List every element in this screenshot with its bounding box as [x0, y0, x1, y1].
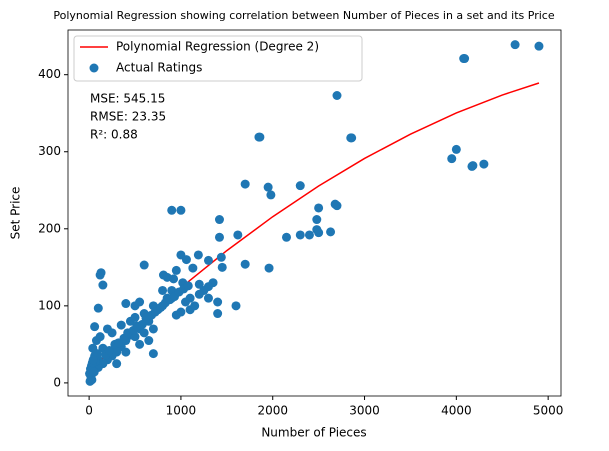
legend-box [73, 35, 363, 82]
point [332, 201, 342, 211]
point [213, 309, 223, 319]
point [255, 132, 265, 142]
legend: Polynomial Regression (Degree 2) Actual R… [80, 40, 319, 75]
point [181, 297, 191, 307]
point [148, 349, 158, 359]
point [447, 154, 457, 164]
point [217, 262, 227, 272]
point [460, 54, 470, 64]
point [85, 376, 95, 386]
annotation: RMSE: 23.35 [90, 110, 166, 124]
point [188, 263, 198, 273]
point [95, 332, 105, 342]
point [203, 293, 213, 303]
point [214, 215, 224, 225]
point [130, 312, 140, 322]
point [233, 230, 243, 240]
point [98, 280, 108, 290]
y-tick-label: 200 [38, 221, 61, 235]
point [326, 227, 336, 237]
point [312, 215, 322, 225]
x-tick-label: 5000 [533, 404, 564, 418]
point [181, 255, 191, 265]
x-tick-label: 1000 [166, 404, 197, 418]
point [104, 346, 114, 356]
legend-label: Polynomial Regression (Degree 2) [116, 40, 319, 54]
point [214, 232, 224, 242]
point [139, 260, 149, 270]
axes-frame [67, 29, 562, 397]
point [90, 322, 100, 332]
point [216, 252, 226, 262]
point [295, 181, 305, 191]
point [347, 133, 357, 143]
x-tick-label: 4000 [441, 404, 472, 418]
x-axis-label: Number of Pieces [261, 426, 366, 440]
point [534, 41, 544, 51]
legend-label: Actual Ratings [116, 61, 202, 75]
x-tick-label: 3000 [349, 404, 380, 418]
point [171, 265, 181, 275]
point [203, 255, 213, 265]
point [95, 270, 105, 280]
y-tick-label: 0 [53, 375, 61, 389]
point [169, 274, 179, 284]
point [148, 324, 158, 334]
point [121, 347, 131, 357]
point [144, 336, 154, 346]
point [135, 297, 145, 307]
x-tick-label: 2000 [257, 404, 288, 418]
point [266, 190, 276, 200]
point [314, 228, 324, 238]
annotation: R²: 0.88 [90, 128, 138, 142]
point [139, 328, 149, 338]
point [93, 303, 103, 313]
legend-swatch [89, 63, 99, 73]
point [107, 328, 117, 338]
point [231, 301, 241, 311]
point [314, 203, 324, 213]
point [264, 263, 274, 273]
y-tick-label: 400 [38, 67, 61, 81]
point [240, 259, 250, 269]
point [193, 250, 203, 260]
point [332, 90, 342, 100]
point [167, 205, 177, 215]
y-axis-label: Set Price [9, 187, 23, 240]
point [468, 161, 478, 171]
point [263, 182, 273, 192]
point [158, 285, 168, 295]
point [116, 320, 126, 330]
point [194, 289, 204, 299]
point [295, 230, 305, 240]
y-tick-label: 300 [38, 144, 61, 158]
point [213, 297, 223, 307]
point [510, 40, 520, 50]
plot-area [85, 40, 544, 386]
point [121, 299, 131, 309]
chart-title: Polynomial Regression showing correlatio… [53, 9, 554, 22]
point [112, 359, 122, 369]
point [176, 205, 186, 215]
point [451, 144, 461, 154]
point [240, 179, 250, 189]
point [194, 279, 204, 289]
annotation: MSE: 545.15 [90, 92, 165, 106]
point [88, 355, 98, 365]
x-tick-label: 0 [85, 404, 93, 418]
point [281, 232, 291, 242]
point [176, 307, 186, 317]
point [89, 367, 99, 377]
point [135, 339, 145, 349]
point [479, 159, 489, 169]
point [183, 281, 193, 291]
point [190, 301, 200, 311]
point [304, 230, 314, 240]
y-tick-label: 100 [38, 298, 61, 312]
